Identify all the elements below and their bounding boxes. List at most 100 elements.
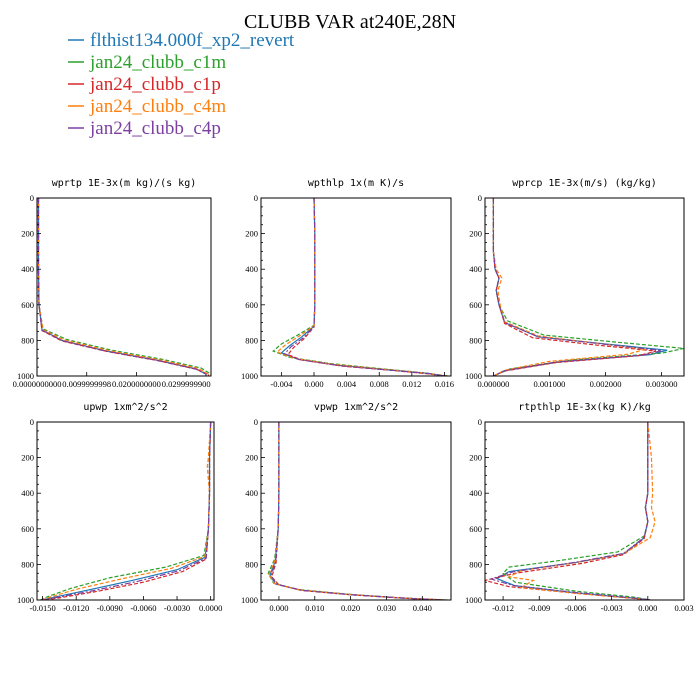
- y-tick-label: 800: [245, 335, 258, 345]
- series-group: [40, 422, 212, 600]
- series-line: [269, 422, 444, 600]
- legend-label: jan24_clubb_c1p: [89, 74, 221, 95]
- x-tick-label: 0.000: [638, 603, 657, 613]
- y-tick-label: 800: [469, 559, 482, 569]
- legend-label: jan24_clubb_c4m: [89, 96, 226, 117]
- series-group: [492, 198, 684, 376]
- y-tick-label: 600: [21, 300, 34, 310]
- x-tick-label: 0.0200000000: [112, 379, 161, 389]
- legend-entry: jan24_clubb_c1m: [68, 52, 226, 73]
- y-tick-label: 1000: [241, 595, 258, 605]
- y-tick-label: 600: [469, 300, 482, 310]
- x-tick-label: 0.012: [402, 379, 421, 389]
- y-tick-label: 200: [469, 453, 482, 463]
- series-line: [37, 198, 210, 376]
- x-tick-label: 0.0299999900: [162, 379, 211, 389]
- y-tick-label: 1000: [17, 371, 34, 381]
- legend-label: jan24_clubb_c4p: [89, 118, 221, 139]
- x-tick-label: -0.003: [601, 603, 623, 613]
- plot-frame: [260, 421, 452, 601]
- y-tick-label: 600: [21, 524, 34, 534]
- y-tick-label: 600: [245, 524, 258, 534]
- series-line: [489, 422, 651, 600]
- y-tick-label: 1000: [241, 371, 258, 381]
- series-line: [267, 422, 448, 600]
- x-tick-label: 0.020: [341, 603, 360, 613]
- legend-entry: flthist134.000f_xp2_revert: [68, 30, 295, 51]
- x-tick-label: -0.004: [270, 379, 293, 389]
- legend-label: jan24_clubb_c1m: [89, 52, 226, 73]
- x-tick-label: -0.009: [528, 603, 550, 613]
- y-tick-label: 400: [21, 264, 34, 274]
- x-tick-label: -0.006: [564, 603, 586, 613]
- y-tick-label: 0: [478, 417, 482, 427]
- series-line: [272, 198, 449, 376]
- x-tick-label: 0.0000000000: [13, 379, 62, 389]
- legend-entry: jan24_clubb_c4p: [68, 118, 221, 139]
- x-tick-label: -0.0090: [97, 603, 123, 613]
- series-line: [41, 422, 212, 600]
- series-group: [272, 198, 449, 376]
- x-tick-label: 0.000000: [477, 379, 509, 389]
- x-tick-label: -0.0120: [63, 603, 89, 613]
- series-line: [37, 198, 211, 376]
- y-tick-label: 200: [21, 229, 34, 239]
- panel-title: rtpthlp 1E-3x(kg K)/kg: [518, 402, 650, 413]
- series-line: [502, 422, 651, 600]
- y-tick-label: 400: [21, 488, 34, 498]
- x-tick-label: -0.0150: [29, 603, 55, 613]
- series-line: [44, 422, 212, 600]
- x-tick-label: 0.0000: [199, 603, 222, 613]
- x-tick-label: 0.003000: [646, 379, 678, 389]
- y-tick-label: 1000: [465, 371, 482, 381]
- y-tick-label: 200: [245, 229, 258, 239]
- series-line: [37, 198, 207, 376]
- x-tick-label: 0.004: [337, 379, 357, 389]
- y-tick-label: 400: [469, 264, 482, 274]
- series-line: [492, 198, 645, 376]
- x-tick-label: 0.001000: [534, 379, 566, 389]
- panels: wprtp 1E-3x(m kg)/(s kg) 0 200 400 600 800 100…: [13, 178, 694, 613]
- series-line: [37, 198, 207, 376]
- y-tick-label: 0: [254, 417, 258, 427]
- x-tick-label: 0.040: [413, 603, 432, 613]
- series-group: [267, 422, 448, 600]
- y-tick-label: 0: [478, 193, 482, 203]
- plot-frame: [36, 421, 215, 601]
- y-tick-label: 200: [21, 453, 34, 463]
- series-line: [43, 422, 212, 600]
- series-line: [286, 198, 445, 376]
- y-tick-label: 600: [245, 300, 258, 310]
- panel-title: wpthlp 1x(m K)/s: [308, 178, 404, 189]
- y-tick-label: 800: [469, 335, 482, 345]
- series-line: [37, 198, 210, 376]
- series-line: [507, 422, 656, 600]
- y-tick-label: 0: [254, 193, 258, 203]
- series-line: [42, 422, 212, 600]
- panel-title: upwp 1xm^2/s^2: [83, 402, 167, 413]
- y-tick-label: 1000: [465, 595, 482, 605]
- x-tick-label: 0.000: [304, 379, 323, 389]
- legend-entry: jan24_clubb_c4m: [68, 96, 226, 117]
- y-tick-label: 0: [30, 417, 34, 427]
- legend-entry: jan24_clubb_c1p: [68, 74, 221, 95]
- panel-title: wprtp 1E-3x(m kg)/(s kg): [52, 178, 197, 189]
- legend-label: flthist134.000f_xp2_revert: [90, 30, 295, 51]
- x-tick-label: -0.0060: [130, 603, 156, 613]
- panel-title: vpwp 1xm^2/s^2: [314, 402, 398, 413]
- y-tick-label: 200: [469, 229, 482, 239]
- panel-title: wprcp 1E-3x(m/s) (kg/kg): [512, 178, 657, 189]
- series-line: [268, 422, 446, 600]
- y-tick-label: 400: [245, 264, 258, 274]
- x-tick-label: 0.016: [435, 379, 454, 389]
- plot-frame: [260, 197, 452, 377]
- legend: flthist134.000f_xp2_revertjan24_clubb_c1…: [68, 30, 295, 139]
- chart-panel: upwp 1xm^2/s^2 0 200 400 600 800 1000-0.0150 -0…: [17, 402, 222, 613]
- y-tick-label: 200: [245, 453, 258, 463]
- series-group: [485, 422, 656, 600]
- x-tick-label: -0.012: [492, 603, 514, 613]
- series-line: [492, 198, 662, 376]
- series-line: [270, 422, 444, 600]
